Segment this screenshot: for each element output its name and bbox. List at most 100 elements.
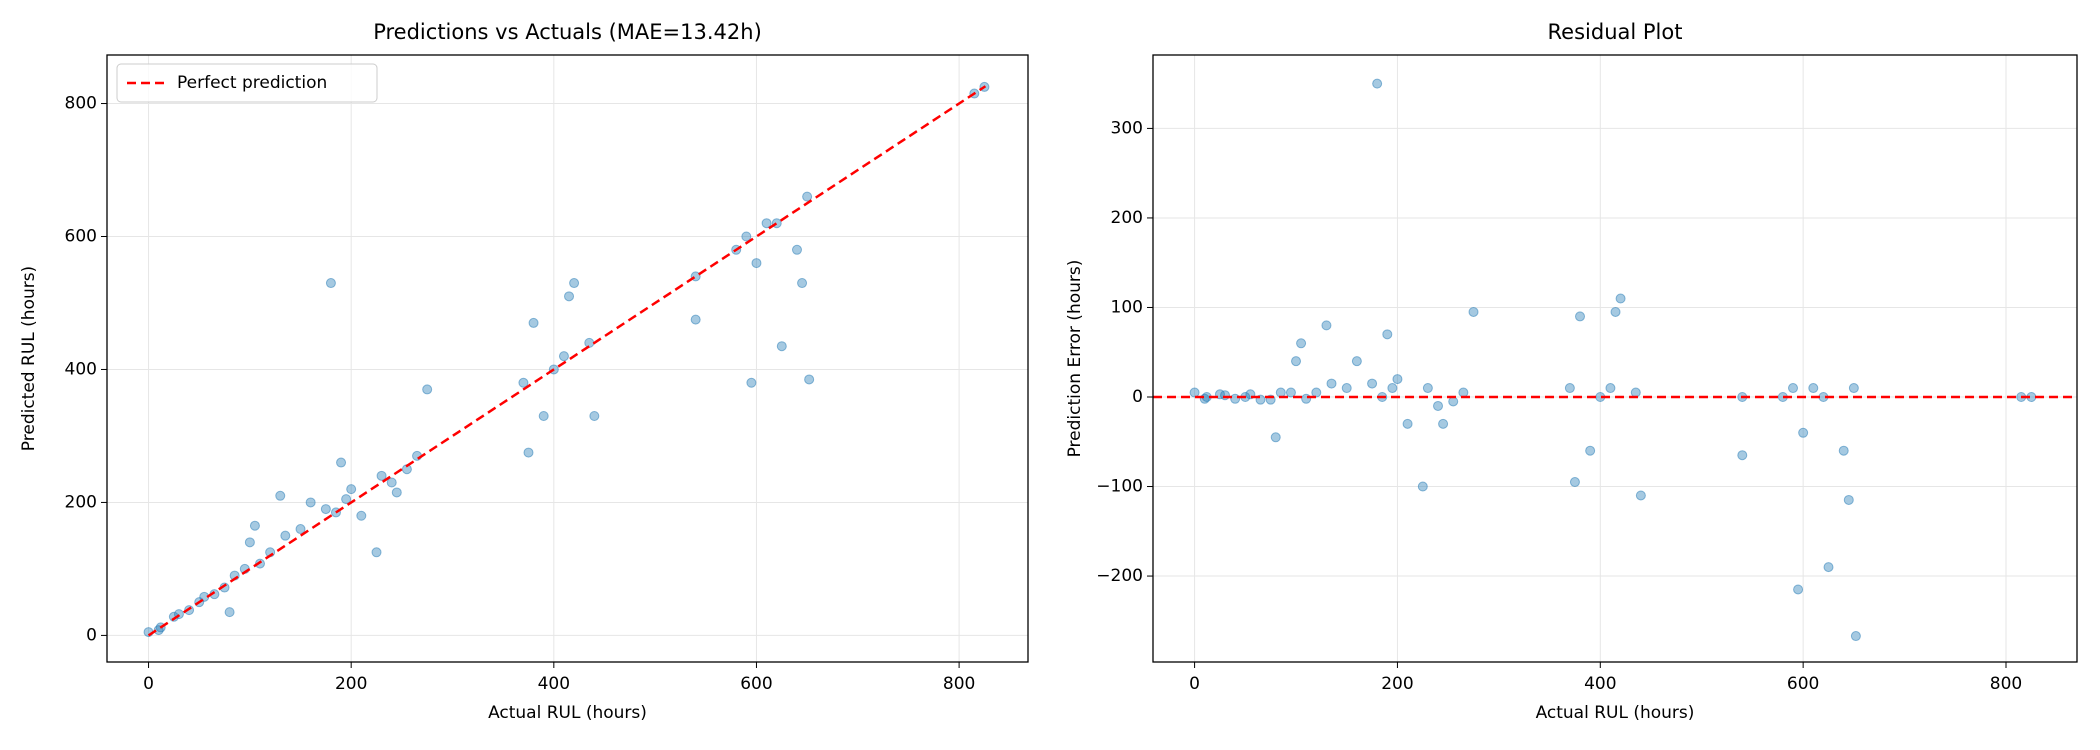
data-point xyxy=(589,411,600,422)
chart-title: Predictions vs Actuals (MAE=13.42h) xyxy=(373,20,762,44)
y-tick-label: −100 xyxy=(1096,477,1143,497)
data-point xyxy=(320,504,331,515)
data-point xyxy=(1615,293,1626,304)
y-tick-label: 0 xyxy=(1132,387,1143,407)
data-point xyxy=(1402,418,1413,429)
x-tick-label: 400 xyxy=(1584,674,1616,694)
y-tick-label: 200 xyxy=(1111,208,1143,228)
x-tick-label: 400 xyxy=(538,674,570,694)
data-point xyxy=(1823,562,1834,573)
data-point xyxy=(244,537,255,548)
data-point xyxy=(802,191,813,202)
data-point xyxy=(761,218,772,229)
data-point xyxy=(1793,584,1804,595)
data-point xyxy=(751,258,762,269)
y-tick-label: 600 xyxy=(65,227,97,247)
x-axis-label: Actual RUL (hours) xyxy=(488,703,647,723)
data-point xyxy=(1372,78,1383,89)
data-point xyxy=(1422,383,1433,394)
data-point xyxy=(746,377,757,388)
data-point xyxy=(518,377,529,388)
data-point xyxy=(371,547,382,558)
data-point xyxy=(1808,383,1819,394)
data-point xyxy=(523,447,534,458)
data-point xyxy=(386,477,397,488)
data-point xyxy=(1850,631,1861,642)
chart-title: Residual Plot xyxy=(1548,20,1683,44)
x-tick-label: 200 xyxy=(335,674,367,694)
data-point xyxy=(741,231,752,242)
data-point xyxy=(1788,383,1799,394)
data-point xyxy=(1564,383,1575,394)
x-tick-label: 600 xyxy=(740,674,772,694)
data-point xyxy=(1737,450,1748,461)
data-point xyxy=(295,524,306,535)
data-point xyxy=(1230,393,1241,404)
y-tick-label: −200 xyxy=(1096,566,1143,586)
y-axis-label: Predicted RUL (hours) xyxy=(19,266,39,451)
data-point xyxy=(1458,387,1469,398)
y-tick-label: 300 xyxy=(1111,118,1143,138)
data-point xyxy=(1301,393,1312,404)
data-point xyxy=(1848,383,1859,394)
data-point xyxy=(1296,338,1307,349)
data-point xyxy=(797,278,808,289)
legend-box xyxy=(116,63,378,103)
x-tick-label: 0 xyxy=(1189,674,1200,694)
data-point xyxy=(1285,387,1296,398)
data-point xyxy=(1575,311,1586,322)
data-point xyxy=(564,291,575,302)
y-tick-label: 400 xyxy=(65,359,97,379)
data-point xyxy=(584,337,595,348)
data-point xyxy=(776,341,787,352)
data-point xyxy=(249,520,260,531)
data-point xyxy=(1438,418,1449,429)
y-axis-label: Prediction Error (hours) xyxy=(1065,260,1085,458)
y-tick-label: 100 xyxy=(1111,297,1143,317)
data-point xyxy=(356,510,367,521)
data-point xyxy=(1341,383,1352,394)
data-point xyxy=(1417,481,1428,492)
data-point xyxy=(391,487,402,498)
data-point xyxy=(528,317,539,328)
data-point xyxy=(1220,390,1231,401)
data-point xyxy=(422,384,433,395)
data-point xyxy=(1387,383,1398,394)
plot-frame xyxy=(106,54,1029,663)
x-tick-label: 800 xyxy=(943,674,975,694)
data-point xyxy=(569,278,580,289)
data-point xyxy=(325,278,336,289)
data-point xyxy=(1569,477,1580,488)
data-point xyxy=(1610,306,1621,317)
y-tick-label: 0 xyxy=(86,625,97,645)
x-tick-label: 800 xyxy=(1990,674,2022,694)
data-point xyxy=(690,314,701,325)
data-point xyxy=(1351,356,1362,367)
data-point xyxy=(804,374,815,385)
reference-line xyxy=(147,85,987,637)
data-point xyxy=(1382,329,1393,340)
data-point xyxy=(1392,374,1403,385)
data-point xyxy=(280,530,291,541)
x-axis-label: Actual RUL (hours) xyxy=(1536,703,1695,723)
data-point xyxy=(275,490,286,501)
plot-frame xyxy=(1152,54,2078,663)
data-point xyxy=(1585,445,1596,456)
data-point xyxy=(1326,378,1337,389)
data-point xyxy=(376,470,387,481)
data-point xyxy=(1311,387,1322,398)
x-tick-label: 0 xyxy=(143,674,154,694)
data-point xyxy=(224,607,235,618)
data-point xyxy=(558,351,569,362)
data-point xyxy=(1838,445,1849,456)
data-point xyxy=(538,411,549,422)
data-point xyxy=(791,244,802,255)
data-point xyxy=(1433,400,1444,411)
data-point xyxy=(1275,387,1286,398)
data-point xyxy=(1605,383,1616,394)
data-point xyxy=(336,457,347,468)
data-point xyxy=(1448,396,1459,407)
data-point xyxy=(305,497,316,508)
data-point xyxy=(1468,306,1479,317)
